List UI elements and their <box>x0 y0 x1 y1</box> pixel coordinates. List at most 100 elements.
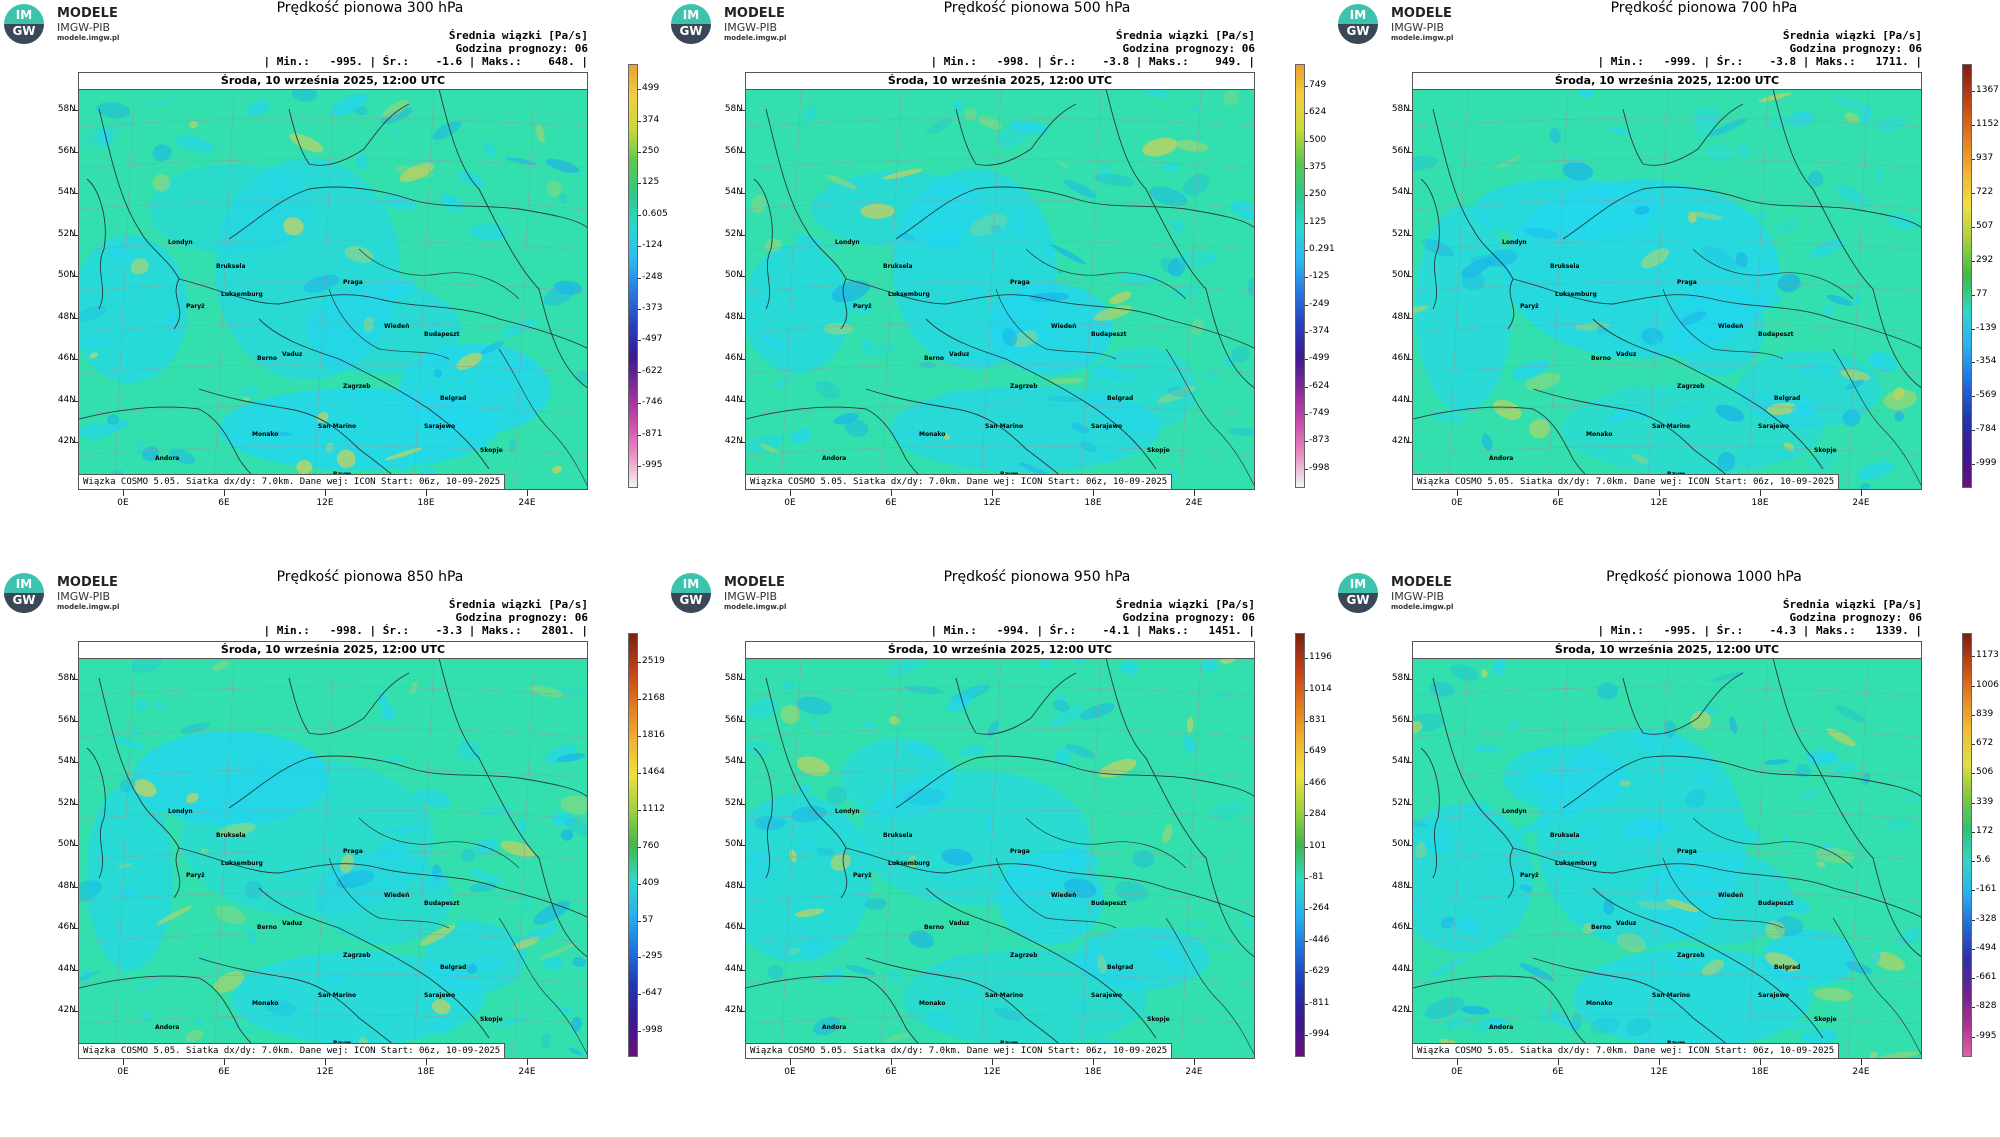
colorbar-label: 1173 <box>1976 650 1999 661</box>
colorbar-label: -995 <box>642 460 663 470</box>
map-area: Środa, 10 września 2025, 12:00 UTC Londy… <box>78 72 588 490</box>
city-label: Vaduz <box>949 351 970 358</box>
latitude-label: 56N <box>57 714 76 725</box>
latitude-tick <box>1406 803 1412 805</box>
latitude-label: 44N <box>724 963 743 974</box>
longitude-tick <box>1861 1059 1862 1065</box>
forecast-hour: Godzina prognozy: 06 <box>1789 42 1922 55</box>
latitude-tick <box>72 193 78 194</box>
city-label: Budapeszt <box>1091 331 1127 338</box>
colorbar-tick <box>1972 656 1975 658</box>
map-area: Środa, 10 września 2025, 12:00 UTC Londy… <box>745 641 1255 1059</box>
colorbar-tick <box>1972 125 1975 127</box>
longitude-label: 0E <box>117 1067 129 1077</box>
longitude-label: 6E <box>1552 1067 1564 1077</box>
city-label: Luksemburg <box>1555 860 1597 867</box>
colorbar-label: -661 <box>1976 972 1997 983</box>
colorbar-label: -81 <box>1309 871 1324 882</box>
longitude-tick <box>325 1059 326 1065</box>
colorbar-label: 1816 <box>642 730 665 741</box>
longitude-tick <box>1093 1059 1094 1065</box>
city-label: San Marino <box>318 992 357 999</box>
longitude-tick <box>1457 490 1458 496</box>
colorbar-label: 1196 <box>1309 652 1332 663</box>
latitude-label: 58N <box>57 104 76 114</box>
latitude-tick <box>1406 193 1412 194</box>
colorbar-tick <box>1972 773 1975 775</box>
city-label: Zagrzeb <box>343 952 371 959</box>
latitude-tick <box>72 845 78 846</box>
latitude-tick <box>72 317 78 319</box>
longitude-label: 6E <box>885 1067 897 1077</box>
city-label: Berno <box>257 355 277 362</box>
colorbar-tick <box>1972 831 1975 833</box>
city-label: Skopje <box>1147 447 1170 454</box>
colorbar <box>1295 633 1305 1057</box>
city-label: Monako <box>1586 431 1613 438</box>
city-label: Monako <box>919 1000 946 1007</box>
latitude-label: 42N <box>724 1005 743 1015</box>
longitude-tick <box>325 490 326 496</box>
city-label: Luksemburg <box>221 291 263 298</box>
longitude-tick <box>224 490 225 496</box>
colorbar-label: 839 <box>1976 708 1994 719</box>
latitude-tick <box>72 442 78 443</box>
latitude-tick <box>739 928 745 929</box>
latitude-label: 58N <box>724 673 743 683</box>
colorbar-tick <box>1972 744 1975 746</box>
colorbar-tick <box>638 736 641 738</box>
longitude-label: 18E <box>1751 498 1769 508</box>
colorbar-label: 284 <box>1309 809 1327 820</box>
colorbar-tick <box>638 277 641 279</box>
colorbar-label: 77 <box>1976 288 1988 299</box>
latitude-label: 46N <box>1391 922 1410 932</box>
latitude-tick <box>1406 317 1412 319</box>
city-label: Berno <box>1591 924 1611 931</box>
longitude-label: 24E <box>1852 498 1870 508</box>
colorbar-tick <box>1972 890 1975 892</box>
latitude-label: 56N <box>57 145 76 156</box>
latitude-label: 46N <box>57 922 76 932</box>
date-bar: Środa, 10 września 2025, 12:00 UTC <box>1413 73 1921 90</box>
city-label: Budapeszt <box>424 900 460 907</box>
colorbar-tick <box>1305 167 1308 169</box>
latitude-label: 54N <box>57 756 76 766</box>
longitude-label: 24E <box>518 498 536 508</box>
latitude-label: 56N <box>724 145 743 156</box>
latitude-label: 52N <box>1391 797 1410 808</box>
colorbar-label: 0.291 <box>1309 244 1335 254</box>
city-label: Zagrzeb <box>1677 383 1705 390</box>
colorbar-tick <box>1972 802 1975 804</box>
city-label: Berno <box>924 924 944 931</box>
colorbar-tick <box>638 699 641 701</box>
colorbar-label: 1367 <box>1976 85 1999 96</box>
city-label: Paryż <box>853 872 872 879</box>
colorbar-tick <box>1305 113 1308 115</box>
panel-stats: | Min.: -998. | Śr.: -3.3 | Maks.: 2801.… <box>263 624 588 637</box>
city-label: Wiedeń <box>384 892 410 899</box>
colorbar-label: -647 <box>642 988 663 999</box>
latitude-label: 52N <box>1391 228 1410 239</box>
latitude-label: 46N <box>724 353 743 363</box>
longitude-tick <box>1194 1059 1195 1065</box>
latitude-tick <box>739 151 745 153</box>
latitude-tick <box>739 886 745 888</box>
city-label: Wiedeń <box>1051 323 1077 330</box>
source-info: Wiązka COSMO 5.05. Siatka dx/dy: 7.0km. … <box>1413 474 1840 489</box>
city-label: San Marino <box>1652 423 1691 430</box>
city-label: Luksemburg <box>1555 291 1597 298</box>
latitude-label: 54N <box>724 187 743 197</box>
colorbar <box>628 64 638 488</box>
latitude-label: 44N <box>1391 963 1410 974</box>
colorbar-label: 1464 <box>642 767 665 778</box>
latitude-label: 50N <box>1391 839 1410 849</box>
source-info: Wiązka COSMO 5.05. Siatka dx/dy: 7.0km. … <box>79 474 506 489</box>
latitude-tick <box>1406 928 1412 929</box>
panel-meta: Średnia wiązki [Pa/s] Godzina prognozy: … <box>1597 598 1922 637</box>
latitude-label: 42N <box>1391 436 1410 446</box>
longitude-label: 18E <box>1084 498 1102 508</box>
panel-stats: | Min.: -998. | Śr.: -3.8 | Maks.: 949. … <box>930 55 1255 68</box>
latitude-label: 56N <box>1391 145 1410 156</box>
city-label: Andora <box>155 455 180 462</box>
colorbar-tick <box>1305 140 1308 142</box>
